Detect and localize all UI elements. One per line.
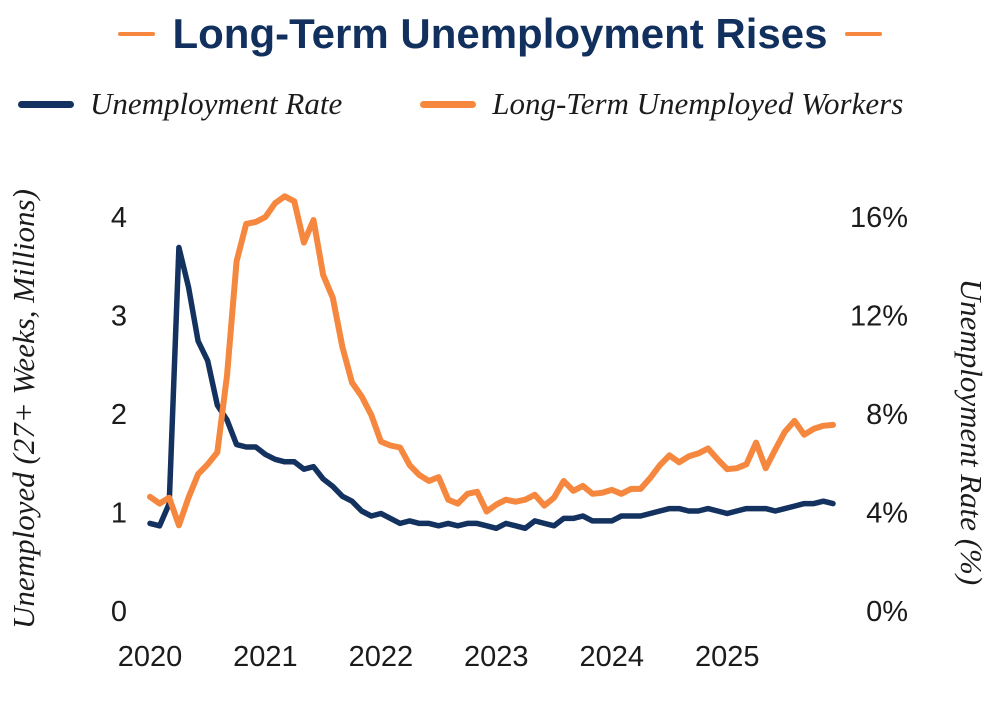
right-axis-tick-label: 16% <box>850 202 908 234</box>
right-axis-tick-label: 8% <box>866 399 908 431</box>
left-axis-tick-label: 2 <box>111 399 127 431</box>
long-term-unemployed-line <box>147 193 836 529</box>
legend-label-unemployment-rate: Unemployment Rate <box>90 86 343 121</box>
right-axis-tick-label: 12% <box>850 301 908 333</box>
x-axis-year-label: 2025 <box>695 641 760 673</box>
x-axis-year-label: 2022 <box>349 641 414 673</box>
right-axis-tick-label: 0% <box>866 596 908 628</box>
legend-swatch-orange-icon <box>420 100 477 108</box>
legend-label-long-term-unemployed: Long-Term Unemployed Workers <box>492 86 904 121</box>
x-axis-year-label: 2024 <box>580 641 645 673</box>
unemployment-rate-line <box>147 244 836 532</box>
x-axis-year-label: 2023 <box>464 641 529 673</box>
title-dash-right-icon <box>845 32 883 36</box>
chart-title: Long-Term Unemployment Rises <box>172 10 828 57</box>
legend-item-long-term-unemployed: Long-Term Unemployed Workers <box>420 86 903 122</box>
x-axis-year-label: 2020 <box>118 641 183 673</box>
title-row: Long-Term Unemployment Rises <box>0 8 1000 60</box>
right-axis-tick-label: 4% <box>866 498 908 530</box>
title-dash-left-icon <box>117 32 155 36</box>
left-axis-tick-label: 3 <box>111 301 127 333</box>
x-axis-year-label: 2021 <box>233 641 298 673</box>
left-axis-tick-label: 4 <box>111 202 127 234</box>
legend: Unemployment Rate Long-Term Unemployed W… <box>18 84 982 124</box>
left-axis-tick-label: 0 <box>111 596 127 628</box>
left-axis-tick-label: 1 <box>111 498 127 530</box>
legend-item-unemployment-rate: Unemployment Rate <box>18 86 342 122</box>
legend-swatch-navy-icon <box>18 100 74 108</box>
